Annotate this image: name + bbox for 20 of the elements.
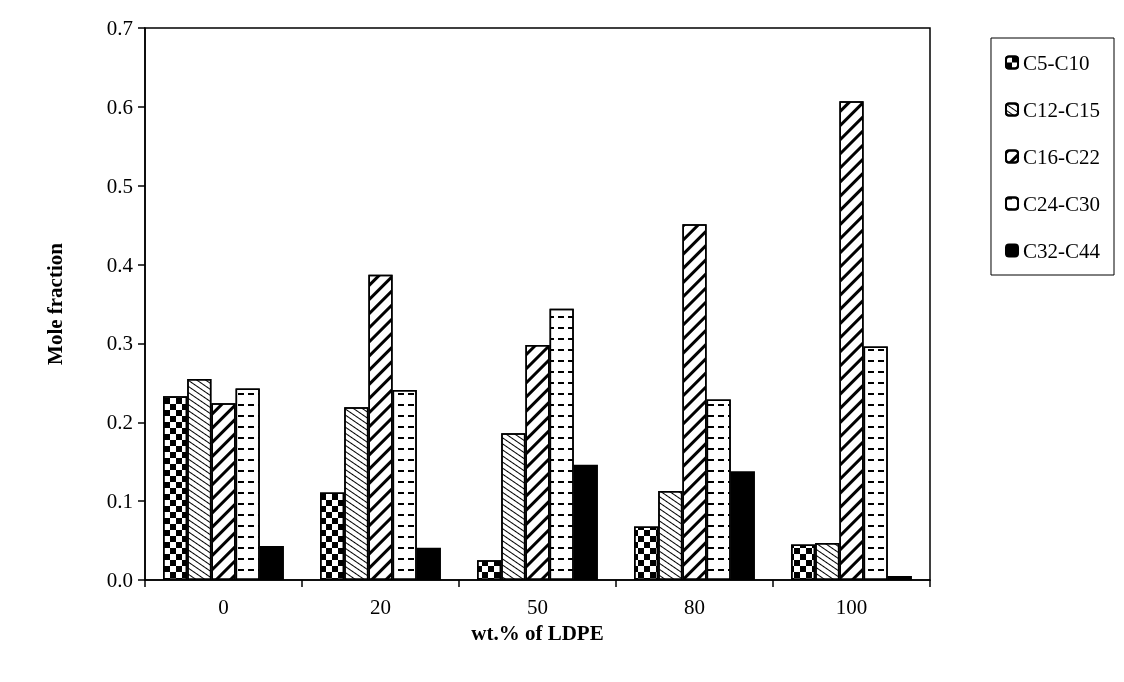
y-tick-label: 0.5 — [106, 173, 133, 198]
y-axis-title: Mole fraction — [42, 242, 67, 365]
legend-label: C5-C10 — [1022, 50, 1090, 75]
legend-label: C24-C30 — [1022, 191, 1101, 216]
y-tick-label: 0.3 — [106, 331, 133, 356]
legend-label: C32-C44 — [1022, 238, 1101, 263]
y-tick-label: 0.6 — [106, 94, 133, 119]
x-tick-label: 100 — [835, 594, 868, 619]
x-tick-label: 80 — [684, 594, 705, 619]
x-axis-title: wt.% of LDPE — [471, 620, 604, 645]
x-tick-label: 0 — [218, 594, 229, 619]
y-tick-label: 0.1 — [106, 489, 133, 514]
y-tick-label: 0.2 — [106, 410, 133, 435]
y-tick-label: 0.0 — [106, 568, 133, 592]
y-tick-label: 0.4 — [106, 252, 134, 277]
y-tick-label: 0.7 — [106, 16, 133, 40]
x-tick-label: 20 — [370, 594, 391, 619]
legend-label: C16-C22 — [1022, 144, 1101, 169]
legend-label: C12-C15 — [1022, 97, 1101, 122]
x-tick-label: 50 — [527, 594, 548, 619]
